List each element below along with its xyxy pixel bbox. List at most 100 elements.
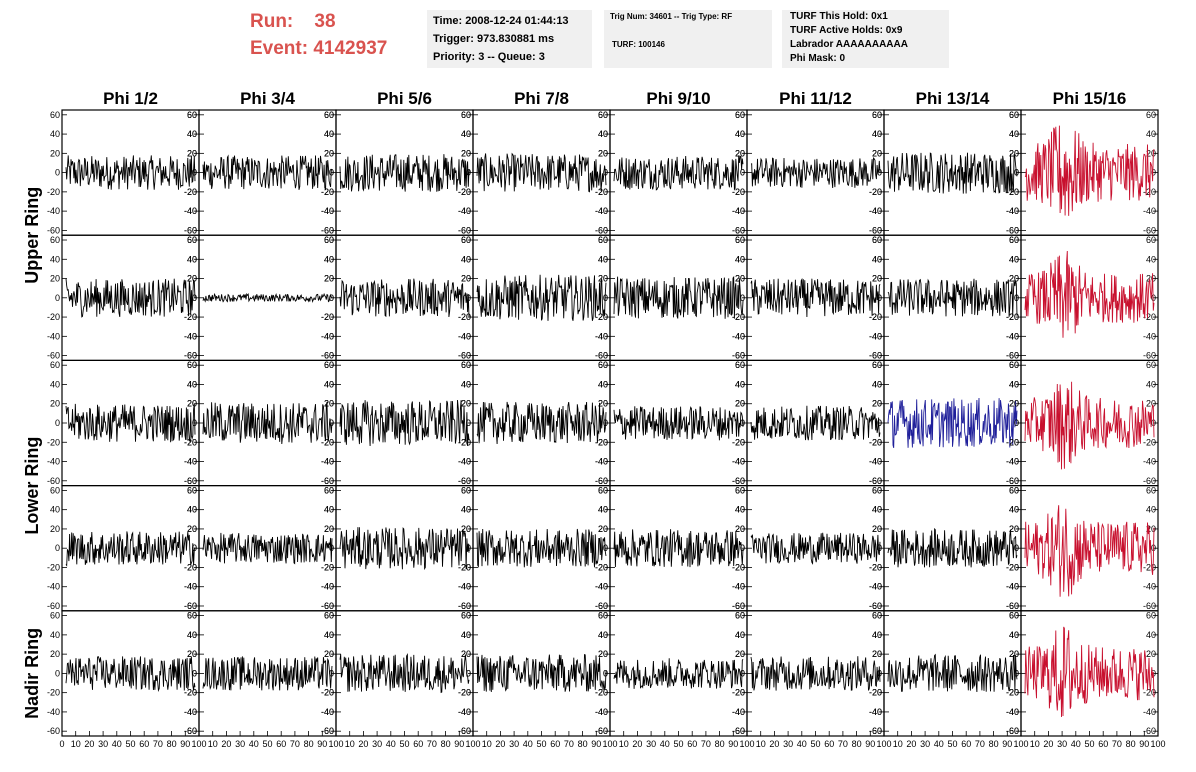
y-tick-label: 40 — [324, 379, 334, 389]
y-tick-label: 20 — [735, 274, 745, 284]
y-tick-label: 20 — [461, 524, 471, 534]
x-tick-label: 90 — [591, 739, 601, 749]
y-tick-label: 60 — [872, 235, 882, 245]
y-tick-label: -40 — [1006, 582, 1019, 592]
waveform-trace — [887, 152, 1018, 194]
y-tick-label: 20 — [735, 524, 745, 534]
y-tick-label: 60 — [872, 235, 882, 245]
x-tick-label: 20 — [1043, 739, 1053, 749]
y-tick-label: 20 — [735, 649, 745, 659]
y-tick-label: 20 — [598, 524, 608, 534]
y-tick-label: 40 — [1009, 379, 1019, 389]
y-tick-label: 20 — [735, 274, 745, 284]
y-tick-label: -60 — [732, 601, 745, 611]
x-tick-label: 20 — [495, 739, 505, 749]
y-tick-label: 40 — [598, 630, 608, 640]
y-tick-label: 0 — [1014, 543, 1019, 553]
y-tick-label: -60 — [1006, 601, 1019, 611]
y-tick-label: 20 — [598, 148, 608, 158]
y-tick-label: 40 — [872, 505, 882, 515]
y-tick-label: 20 — [1009, 399, 1019, 409]
y-tick-label: 60 — [598, 360, 608, 370]
y-tick-label: 40 — [735, 505, 745, 515]
y-tick-label: 60 — [324, 235, 334, 245]
y-tick-label: -60 — [595, 601, 608, 611]
y-tick-label: -60 — [595, 601, 608, 611]
y-tick-label: 20 — [598, 649, 608, 659]
y-tick-label: 20 — [872, 649, 882, 659]
y-tick-label: -60 — [869, 601, 882, 611]
y-tick-label: 20 — [1009, 399, 1019, 409]
waveform-trace — [887, 527, 1018, 568]
y-tick-label: -20 — [595, 187, 608, 197]
y-tick-label: 40 — [1009, 129, 1019, 139]
y-tick-label: 20 — [187, 399, 197, 409]
x-tick-label: 60 — [824, 739, 834, 749]
y-tick-label: 60 — [461, 485, 471, 495]
y-tick-label: -20 — [184, 688, 197, 698]
x-tick-label: 20 — [84, 739, 94, 749]
waveform-trace — [887, 278, 1018, 317]
y-tick-label: 40 — [598, 379, 608, 389]
y-tick-label: 60 — [461, 360, 471, 370]
y-tick-label: -40 — [595, 206, 608, 216]
time-info-box: Time: 2008-12-24 01:44:13 Trigger: 973.8… — [427, 10, 592, 68]
y-tick-label: 20 — [461, 399, 471, 409]
y-tick-label: -40 — [184, 331, 197, 341]
y-tick-label: -40 — [595, 707, 608, 717]
y-tick-label: 40 — [735, 630, 745, 640]
y-tick-label: -20 — [595, 437, 608, 447]
y-tick-label: -20 — [184, 437, 197, 447]
y-tick-label: 40 — [735, 379, 745, 389]
y-tick-label: 0 — [1014, 168, 1019, 178]
y-tick-label: -60 — [732, 601, 745, 611]
panel-frame — [472, 485, 611, 612]
y-tick-label: -20 — [732, 562, 745, 572]
y-tick-label: -60 — [458, 351, 471, 361]
y-tick-label: 60 — [324, 611, 334, 621]
y-tick-label: 40 — [1009, 254, 1019, 264]
y-tick-label: 40 — [872, 630, 882, 640]
y-tick-label: -20 — [595, 312, 608, 322]
y-tick-label: -40 — [321, 206, 334, 216]
y-tick-label: -60 — [732, 351, 745, 361]
y-tick-label: 60 — [1009, 235, 1019, 245]
y-tick-label: 40 — [461, 379, 471, 389]
y-tick-label: -60 — [321, 726, 334, 736]
y-tick-label: 40 — [735, 254, 745, 264]
y-tick-label: 20 — [872, 524, 882, 534]
waveform-trace — [750, 532, 881, 565]
y-tick-label: 0 — [55, 543, 60, 553]
x-tick-label: 40 — [660, 739, 670, 749]
x-tick-label: 40 — [249, 739, 259, 749]
y-tick-label: 40 — [461, 505, 471, 515]
y-tick-label: -20 — [595, 688, 608, 698]
y-tick-label: -20 — [1006, 562, 1019, 572]
y-tick-label: -40 — [1143, 206, 1156, 216]
y-tick-label: -60 — [184, 726, 197, 736]
y-tick-label: -20 — [47, 187, 60, 197]
y-tick-label: -60 — [869, 225, 882, 235]
y-tick-label: 20 — [1146, 274, 1156, 284]
y-tick-label: 40 — [324, 630, 334, 640]
waveform-trace — [1024, 125, 1155, 216]
y-tick-label: 40 — [1009, 505, 1019, 515]
waveform-trace — [1024, 626, 1155, 718]
y-tick-label: 0 — [877, 418, 882, 428]
y-tick-label: 40 — [50, 505, 60, 515]
waveform-trace — [613, 529, 744, 568]
y-tick-label: 60 — [598, 110, 608, 120]
y-tick-label: 60 — [598, 611, 608, 621]
y-tick-label: -20 — [1006, 688, 1019, 698]
y-tick-label: -20 — [184, 562, 197, 572]
y-tick-label: 40 — [187, 254, 197, 264]
waveform-trace — [750, 405, 881, 441]
y-tick-label: 60 — [1146, 485, 1156, 495]
turf-hold-text: TURF This Hold: 0x1 — [790, 11, 888, 22]
event-value: 4142937 — [313, 38, 388, 59]
column-label: Phi 3/4 — [240, 89, 295, 108]
y-tick-label: 20 — [872, 649, 882, 659]
x-tick-label: 70 — [701, 739, 711, 749]
waveform-trace — [339, 154, 470, 192]
y-tick-label: -20 — [321, 562, 334, 572]
